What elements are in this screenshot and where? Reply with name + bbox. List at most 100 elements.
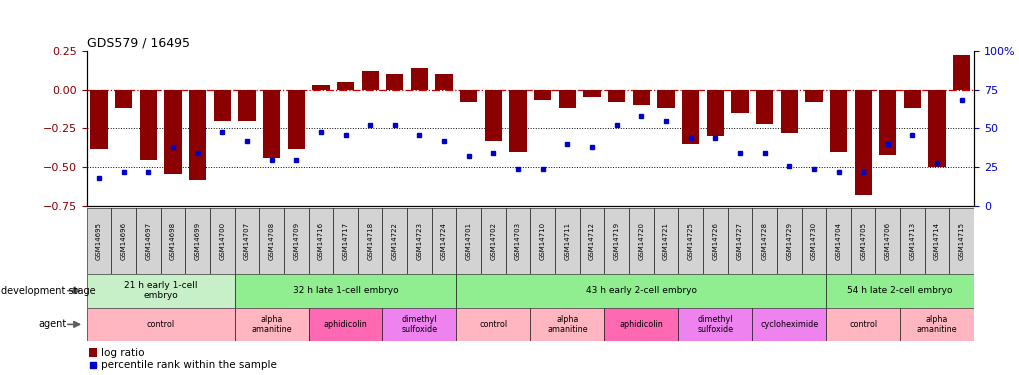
Bar [607, 90, 625, 102]
Bar [755, 90, 772, 124]
Bar [829, 90, 847, 152]
Bar [431, 208, 455, 274]
Text: GSM14707: GSM14707 [244, 222, 250, 260]
Text: GSM14709: GSM14709 [292, 222, 299, 260]
Bar [234, 308, 308, 341]
Bar [455, 308, 530, 341]
Bar [801, 208, 825, 274]
Text: development stage: development stage [1, 286, 96, 296]
Bar [850, 208, 874, 274]
Bar [854, 90, 871, 195]
Text: GSM14703: GSM14703 [515, 222, 521, 260]
Bar [91, 90, 108, 148]
Bar [583, 90, 600, 98]
Text: GSM14724: GSM14724 [440, 222, 446, 260]
Text: alpha
amanitine: alpha amanitine [251, 315, 291, 334]
Bar [455, 274, 825, 308]
Text: GSM14728: GSM14728 [761, 222, 767, 260]
Bar [312, 85, 329, 90]
Bar [287, 90, 305, 148]
Bar [259, 208, 283, 274]
Bar [140, 90, 157, 160]
Text: GSM14727: GSM14727 [736, 222, 742, 260]
Text: GSM14717: GSM14717 [342, 222, 348, 260]
Bar [263, 90, 280, 158]
Bar [386, 74, 404, 90]
Bar [407, 208, 431, 274]
Bar [455, 208, 481, 274]
Bar [336, 82, 354, 90]
Bar [554, 208, 579, 274]
Text: GSM14695: GSM14695 [96, 222, 102, 260]
Bar [358, 208, 382, 274]
Text: log ratio: log ratio [101, 348, 145, 358]
Text: GSM14718: GSM14718 [367, 222, 373, 260]
Text: cycloheximide: cycloheximide [759, 320, 817, 329]
Bar [603, 308, 678, 341]
Text: GSM14720: GSM14720 [638, 222, 644, 260]
Bar [780, 90, 797, 133]
Text: GSM14723: GSM14723 [416, 222, 422, 260]
Text: GSM14706: GSM14706 [883, 222, 890, 260]
Bar [481, 208, 505, 274]
Text: GSM14726: GSM14726 [711, 222, 717, 260]
Text: GSM14697: GSM14697 [145, 222, 151, 260]
Bar [903, 90, 920, 108]
Bar [579, 208, 603, 274]
Bar [87, 208, 111, 274]
Text: GSM14702: GSM14702 [490, 222, 496, 260]
Text: alpha
amanitine: alpha amanitine [916, 315, 957, 334]
Bar [87, 274, 234, 308]
Bar [629, 208, 653, 274]
Text: GSM14725: GSM14725 [687, 222, 693, 260]
Bar [89, 348, 97, 357]
Text: dimethyl
sulfoxide: dimethyl sulfoxide [697, 315, 733, 334]
Text: aphidicolin: aphidicolin [619, 320, 662, 329]
Bar [164, 90, 181, 174]
Bar [508, 90, 526, 152]
Bar [706, 90, 723, 136]
Bar [382, 208, 407, 274]
Text: GSM14716: GSM14716 [318, 222, 324, 260]
Bar [751, 308, 825, 341]
Bar [825, 208, 850, 274]
Bar [952, 55, 969, 90]
Bar [361, 71, 378, 90]
Text: 54 h late 2-cell embryo: 54 h late 2-cell embryo [847, 286, 952, 295]
Bar [656, 90, 674, 108]
Text: GSM14715: GSM14715 [958, 222, 964, 260]
Bar [678, 208, 702, 274]
Bar [115, 90, 132, 108]
Bar [185, 208, 210, 274]
Bar [653, 208, 678, 274]
Text: GSM14730: GSM14730 [810, 222, 816, 260]
Text: control: control [848, 320, 876, 329]
Text: GSM14711: GSM14711 [564, 222, 570, 260]
Bar [484, 90, 501, 141]
Text: GSM14712: GSM14712 [588, 222, 594, 260]
Text: GSM14722: GSM14722 [391, 222, 397, 260]
Bar [727, 208, 751, 274]
Bar [776, 208, 801, 274]
Bar [382, 308, 455, 341]
Bar [874, 208, 899, 274]
Bar [878, 90, 896, 155]
Text: control: control [147, 320, 174, 329]
Text: GSM14705: GSM14705 [859, 222, 865, 260]
Text: percentile rank within the sample: percentile rank within the sample [101, 360, 276, 370]
Text: 21 h early 1-cell
embryо: 21 h early 1-cell embryо [123, 281, 198, 300]
Bar [924, 208, 949, 274]
Text: GSM14701: GSM14701 [466, 222, 472, 260]
Bar [751, 208, 776, 274]
Bar [530, 308, 603, 341]
Text: GSM14710: GSM14710 [539, 222, 545, 260]
Bar [161, 208, 185, 274]
Text: GSM14708: GSM14708 [268, 222, 274, 260]
Text: GSM14699: GSM14699 [195, 222, 201, 260]
Text: control: control [479, 320, 507, 329]
Text: GSM14700: GSM14700 [219, 222, 225, 260]
Bar [283, 208, 308, 274]
Text: GSM14704: GSM14704 [835, 222, 841, 260]
Bar [333, 208, 358, 274]
Text: aphidicolin: aphidicolin [323, 320, 367, 329]
